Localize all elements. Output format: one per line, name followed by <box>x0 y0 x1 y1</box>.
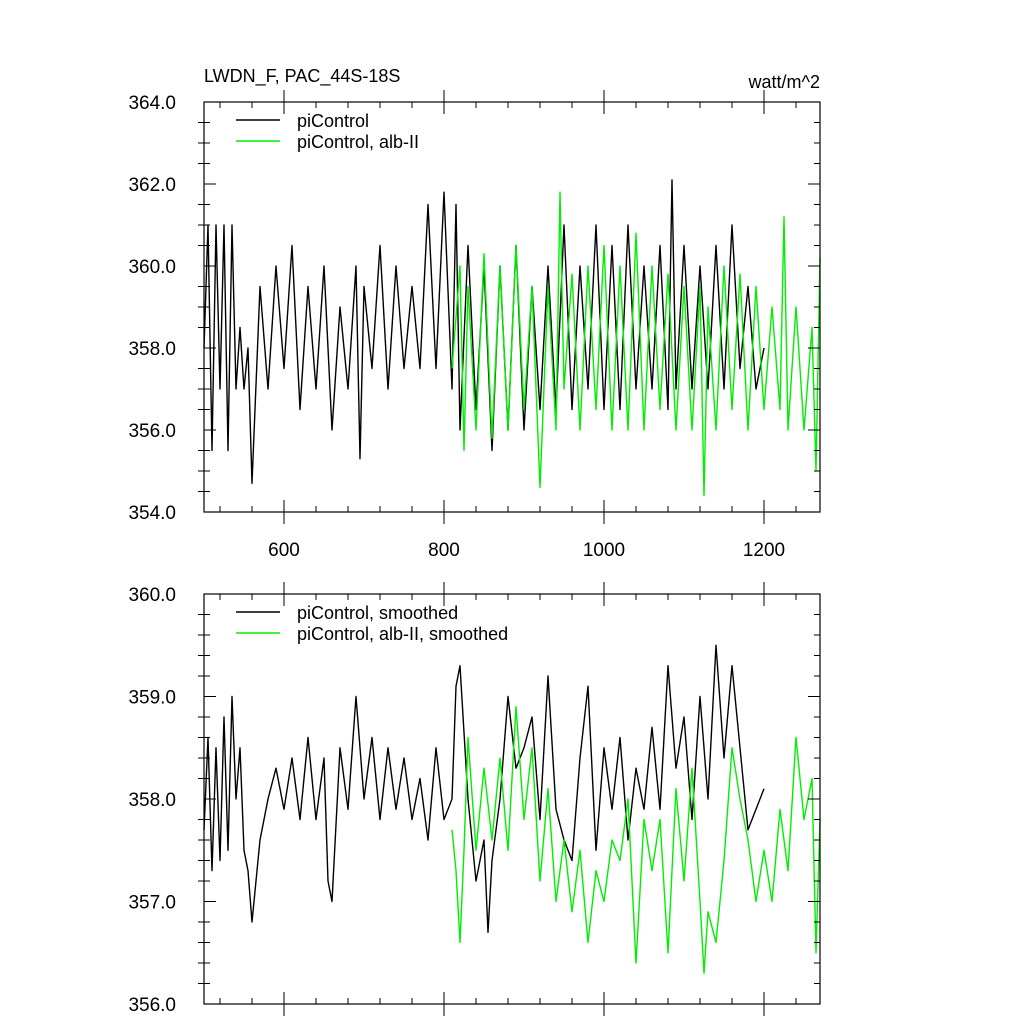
series-line-picontrol <box>203 179 765 484</box>
y-tick-label: 358.0 <box>128 790 176 811</box>
bottom-plot-frame <box>203 593 821 1005</box>
y-tick-label: 358.0 <box>128 339 176 360</box>
series-line-picontrol-alb-ii <box>451 191 821 497</box>
x-tick-label: 600 <box>268 540 300 561</box>
bottom-legend: piControl, smoothed piControl, alb-II, s… <box>236 603 508 644</box>
top-series-group <box>203 179 821 497</box>
legend-label-picontrol-alb-ii-smoothed: piControl, alb-II, smoothed <box>297 624 508 644</box>
y-tick-label: 362.0 <box>128 175 176 196</box>
y-tick-label: 360.0 <box>128 257 176 278</box>
series-line-picontrol-smoothed <box>203 644 765 933</box>
y-tick-label: 356.0 <box>128 995 176 1016</box>
legend-label-picontrol: piControl <box>297 111 369 131</box>
x-tick-label: 1200 <box>743 540 785 561</box>
chart-title: LWDN_F, PAC_44S-18S <box>204 66 400 87</box>
units-label: watt/m^2 <box>748 72 820 92</box>
y-tick-label: 357.0 <box>128 893 176 914</box>
top-legend: piControl piControl, alb-II <box>236 111 419 152</box>
bottom-axis-ticks: 356.0 357.0 358.0 359.0 360.0 <box>128 582 820 1016</box>
x-tick-label: 800 <box>428 540 460 561</box>
y-tick-label: 359.0 <box>128 688 176 709</box>
y-tick-label: 364.0 <box>128 93 176 114</box>
top-axis-ticks: 354.0 356.0 358.0 360.0 362.0 364.0 600 800 1000… <box>128 90 820 561</box>
bottom-panel: 356.0 357.0 358.0 359.0 360.0 piControl, smo… <box>128 582 821 1016</box>
legend-label-picontrol-alb-ii: piControl, alb-II <box>297 132 419 152</box>
y-tick-label: 360.0 <box>128 585 176 606</box>
top-panel: LWDN_F, PAC_44S-18S watt/m^2 354.0356.03… <box>128 66 821 561</box>
series-line-picontrol-alb-ii-smoothed <box>451 706 821 974</box>
bottom-series-group <box>203 644 821 974</box>
x-tick-label: 1000 <box>583 540 625 561</box>
y-tick-label: 354.0 <box>128 503 176 524</box>
y-tick-label: 356.0 <box>128 421 176 442</box>
legend-label-picontrol-smoothed: piControl, smoothed <box>297 603 458 623</box>
